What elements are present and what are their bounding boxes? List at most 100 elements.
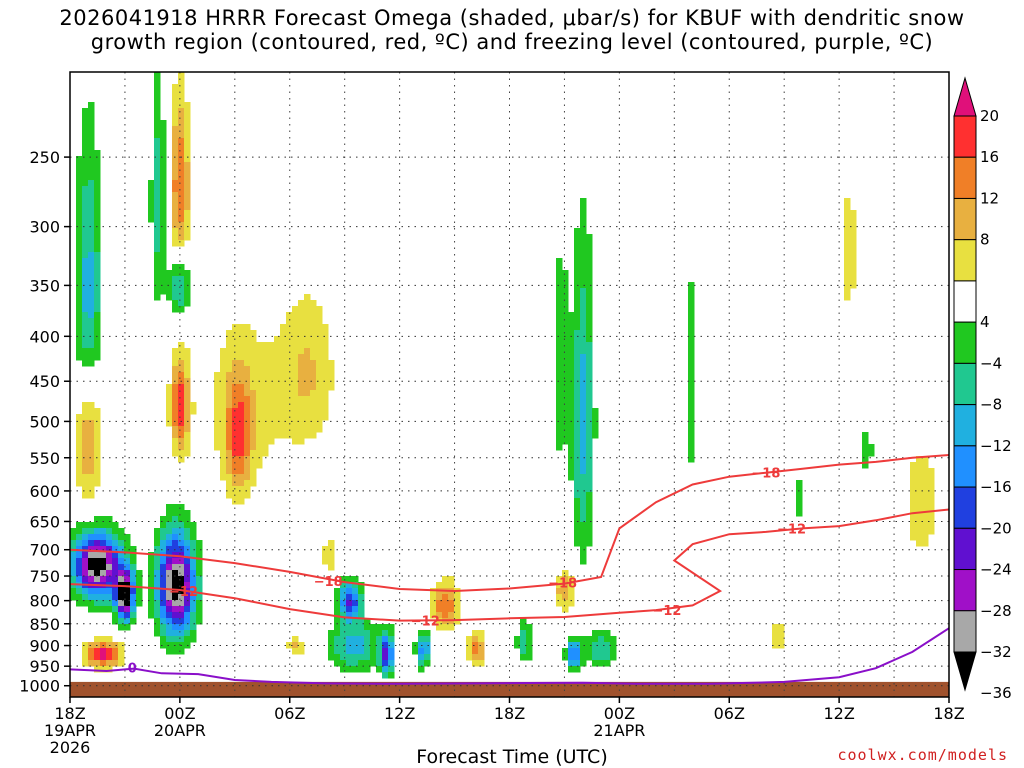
omega-cell: [304, 330, 311, 337]
omega-cell: [304, 312, 311, 319]
omega-cell: [184, 150, 191, 157]
omega-cell: [586, 516, 593, 523]
omega-cell: [184, 438, 191, 445]
omega-cell: [76, 456, 83, 463]
omega-cell: [172, 180, 179, 187]
colorbar-segment: [953, 527, 977, 571]
omega-cell: [196, 612, 203, 619]
omega-cell: [562, 300, 569, 307]
omega-cell: [220, 372, 227, 379]
omega-cell: [562, 420, 569, 427]
omega-cell: [82, 540, 89, 547]
omega-cell: [136, 582, 143, 589]
omega-cell: [88, 444, 95, 451]
omega-cell: [574, 252, 581, 259]
omega-cell: [268, 348, 275, 355]
omega-cell: [346, 636, 353, 643]
omega-cell: [94, 654, 101, 661]
omega-cell: [274, 384, 281, 391]
omega-cell: [76, 552, 83, 559]
omega-cell: [310, 348, 317, 355]
omega-cell: [580, 270, 587, 277]
omega-cell: [238, 384, 245, 391]
omega-cell: [436, 600, 443, 607]
omega-cell: [118, 612, 125, 619]
omega-cell: [178, 372, 185, 379]
omega-cell: [334, 600, 341, 607]
omega-cell: [94, 636, 101, 643]
omega-cell: [586, 468, 593, 475]
omega-cell: [76, 462, 83, 469]
omega-cell: [322, 330, 329, 337]
omega-cell: [166, 384, 173, 391]
omega-cell: [586, 252, 593, 259]
omega-cell: [178, 522, 185, 529]
omega-cell: [688, 438, 695, 445]
omega-cell: [82, 300, 89, 307]
omega-cell: [226, 360, 233, 367]
omega-cell: [94, 522, 101, 529]
omega-cell: [574, 510, 581, 517]
omega-cell: [166, 522, 173, 529]
omega-cell: [88, 546, 95, 553]
omega-cell: [88, 282, 95, 289]
omega-cell: [574, 648, 581, 655]
omega-cell: [346, 624, 353, 631]
omega-cell: [172, 450, 179, 457]
omega-cell: [310, 360, 317, 367]
omega-cell: [928, 468, 935, 475]
omega-cell: [592, 420, 599, 427]
omega-cell: [148, 564, 155, 571]
omega-cell: [844, 258, 851, 265]
omega-cell: [688, 342, 695, 349]
omega-cell: [106, 654, 113, 661]
omega-cell: [172, 138, 179, 145]
omega-cell: [76, 156, 83, 163]
omega-cell: [88, 348, 95, 355]
omega-cell: [76, 288, 83, 295]
omega-cell: [862, 462, 869, 469]
omega-cell: [256, 360, 263, 367]
omega-cell: [574, 474, 581, 481]
omega-cell: [88, 462, 95, 469]
omega-cell: [520, 624, 527, 631]
omega-cell: [574, 522, 581, 529]
omega-cell: [316, 342, 323, 349]
omega-cell: [250, 384, 257, 391]
omega-cell: [172, 240, 179, 247]
omega-cell: [562, 294, 569, 301]
omega-cell: [214, 390, 221, 397]
chart-title: 2026041918 HRRR Forecast Omega (shaded, …: [0, 6, 1024, 54]
colorbar-label: −24: [980, 561, 1012, 579]
omega-cell: [274, 342, 281, 349]
omega-cell: [316, 378, 323, 385]
omega-cell: [82, 162, 89, 169]
omega-cell: [220, 360, 227, 367]
omega-cell: [334, 588, 341, 595]
omega-cell: [520, 642, 527, 649]
omega-cell: [82, 126, 89, 133]
omega-cell: [178, 570, 185, 577]
omega-cell: [88, 594, 95, 601]
omega-cell: [166, 270, 173, 277]
omega-cell: [586, 642, 593, 649]
omega-cell: [88, 306, 95, 313]
omega-cell: [154, 234, 161, 241]
omega-cell: [94, 228, 101, 235]
omega-cell: [844, 270, 851, 277]
omega-cell: [580, 408, 587, 415]
omega-cell: [370, 624, 377, 631]
omega-cell: [580, 396, 587, 403]
omega-cell: [184, 564, 191, 571]
omega-cell: [88, 228, 95, 235]
omega-cell: [82, 654, 89, 661]
omega-cell: [178, 408, 185, 415]
omega-cell: [340, 594, 347, 601]
x-tick-label: 2026: [50, 738, 91, 757]
omega-cell: [454, 612, 461, 619]
omega-cell: [154, 222, 161, 229]
omega-cell: [82, 534, 89, 541]
omega-cell: [106, 516, 113, 523]
omega-cell: [226, 438, 233, 445]
omega-cell: [928, 504, 935, 511]
